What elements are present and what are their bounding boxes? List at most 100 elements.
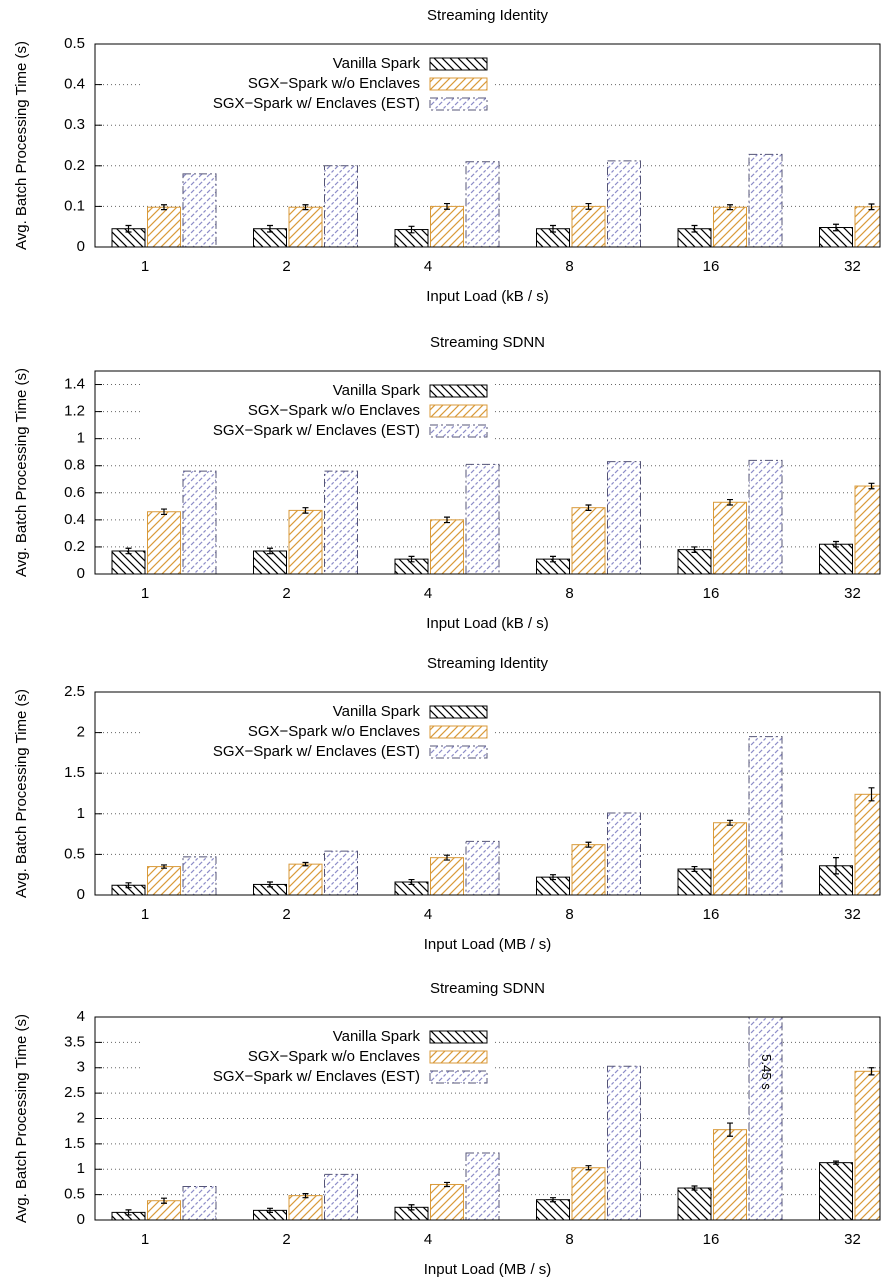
- bar: [854, 206, 880, 247]
- error-bar: [444, 202, 450, 210]
- legend-swatch: [429, 1030, 488, 1044]
- bar: [677, 549, 712, 574]
- legend-swatch: [429, 1050, 488, 1064]
- legend-label: SGX−Spark w/o Enclaves: [248, 723, 420, 740]
- y-tick-label: 2: [77, 1109, 85, 1126]
- y-tick-label: 1.5: [64, 1135, 85, 1152]
- bar: [748, 736, 783, 895]
- error-bar: [302, 1193, 309, 1199]
- error-bar: [267, 1207, 273, 1213]
- error-bar: [161, 1197, 167, 1204]
- legend-label: SGX−Spark w/o Enclaves: [248, 75, 420, 92]
- y-axis-label: Avg. Batch Processing Time (s): [13, 368, 30, 577]
- y-axis-label: Avg. Batch Processing Time (s): [13, 41, 30, 250]
- bar: [465, 463, 500, 574]
- error-bar: [833, 223, 839, 232]
- error-bar: [444, 516, 450, 524]
- x-tick-label: 4: [424, 906, 432, 923]
- bar: [430, 1183, 464, 1220]
- bar: [819, 543, 853, 574]
- x-tick-label: 4: [424, 1231, 432, 1248]
- y-tick-label: 0.2: [64, 538, 85, 555]
- legend-label: SGX−Spark w/ Enclaves (EST): [213, 422, 420, 439]
- error-bar: [585, 841, 592, 848]
- error-bar: [302, 507, 309, 514]
- y-tick-label: 0.6: [64, 484, 85, 501]
- bar: [147, 866, 181, 895]
- plot-area: [111, 736, 880, 895]
- y-tick-label: 2.5: [64, 683, 85, 700]
- x-tick-label: 2: [282, 258, 290, 275]
- x-tick-label: 1: [141, 1231, 149, 1248]
- bar: [430, 857, 464, 895]
- x-tick-label: 32: [844, 1231, 861, 1248]
- chart-title: Streaming SDNN: [430, 980, 545, 997]
- y-tick-label: 0: [77, 886, 85, 903]
- legend-swatch: [429, 725, 488, 739]
- bar: [607, 461, 641, 574]
- error-bar: [691, 865, 698, 873]
- bar: [147, 206, 181, 247]
- bar: [147, 511, 181, 574]
- bar: [111, 550, 146, 574]
- y-tick-label: 0.3: [64, 116, 85, 133]
- bar: [465, 161, 500, 247]
- error-bar: [550, 555, 556, 563]
- x-tick-label: 2: [282, 906, 290, 923]
- bar: [854, 1070, 880, 1220]
- x-tick-label: 1: [141, 585, 149, 602]
- error-bar: [125, 547, 132, 555]
- x-tick-label: 32: [844, 258, 861, 275]
- bar: [253, 550, 287, 574]
- y-tick-label: 1.5: [64, 764, 85, 781]
- y-tick-label: 1.2: [64, 403, 85, 420]
- bar: [182, 470, 217, 574]
- y-tick-label: 0.4: [64, 511, 85, 528]
- error-bar: [868, 482, 875, 490]
- y-tick-label: 3: [77, 1059, 85, 1076]
- y-tick-label: 0.4: [64, 76, 85, 93]
- y-axis-label: Avg. Batch Processing Time (s): [13, 689, 30, 898]
- y-tick-label: 2: [77, 724, 85, 741]
- y-tick-label: 0.5: [64, 1186, 85, 1203]
- chart-title: Streaming SDNN: [430, 334, 545, 351]
- bar: [430, 205, 464, 247]
- error-bar: [691, 224, 698, 233]
- legend-label: SGX−Spark w/o Enclaves: [248, 402, 420, 419]
- error-bar: [868, 203, 875, 211]
- x-tick-label: 32: [844, 585, 861, 602]
- y-tick-label: 0.5: [64, 35, 85, 52]
- y-tick-label: 2.5: [64, 1084, 85, 1101]
- x-axis-label: Input Load (kB / s): [426, 615, 549, 632]
- error-bar: [302, 861, 309, 867]
- bar: [288, 1195, 323, 1220]
- y-tick-label: 0: [77, 1211, 85, 1228]
- legend-label: SGX−Spark w/ Enclaves (EST): [213, 1068, 420, 1085]
- error-bar: [267, 547, 273, 555]
- x-tick-label: 1: [141, 906, 149, 923]
- bar: [607, 1065, 641, 1220]
- error-bar: [161, 864, 167, 869]
- error-bar: [691, 1185, 698, 1191]
- value-label: 5.45 s: [759, 1054, 774, 1090]
- bar: [324, 850, 358, 895]
- y-axis-label: Avg. Batch Processing Time (s): [13, 1014, 30, 1223]
- plot-frame: [94, 1016, 881, 1221]
- y-tick-label: 1: [77, 430, 85, 447]
- y-tick-label: 0.5: [64, 845, 85, 862]
- x-axis-label: Input Load (kB / s): [426, 288, 549, 305]
- x-tick-label: 1: [141, 258, 149, 275]
- error-bar: [408, 878, 415, 886]
- error-bar: [125, 1209, 132, 1216]
- legend-label: Vanilla Spark: [333, 55, 421, 72]
- bar: [324, 165, 358, 247]
- x-tick-label: 4: [424, 258, 432, 275]
- error-bar: [161, 508, 167, 516]
- error-bar: [408, 225, 415, 234]
- bar: [536, 1199, 570, 1220]
- y-tick-label: 4: [77, 1008, 85, 1025]
- bar: [748, 459, 783, 574]
- error-bar: [444, 854, 450, 861]
- plot-frame: [94, 691, 881, 896]
- y-tick-label: 1: [77, 1160, 85, 1177]
